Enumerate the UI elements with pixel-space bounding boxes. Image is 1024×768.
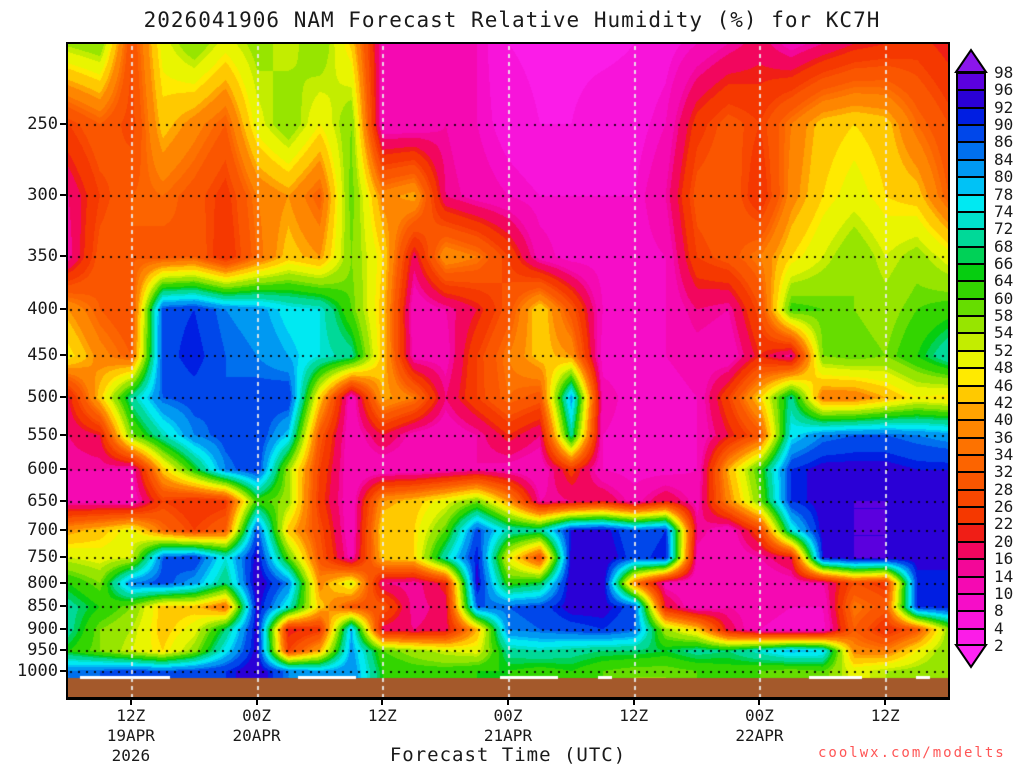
y-tick-label: 500 [27,387,58,408]
y-tick-label: 550 [27,424,58,445]
x-tick-mark [632,698,635,705]
x-tick-label: 00Z 20APR [232,706,281,745]
colorbar-label: 42 [994,392,1014,412]
colorbar-label: 4 [994,618,1004,638]
colorbar-label: 96 [994,80,1014,100]
colorbar-label: 52 [994,340,1014,360]
x-axis-title: Forecast Time (UTC) [389,744,627,766]
x-tick-label: 00Z 21APR [483,706,533,745]
y-tick-label: 1000 [17,660,58,681]
colorbar-label: 46 [994,375,1014,395]
colorbar-label: 58 [994,306,1014,326]
colorbar-label: 22 [994,514,1014,534]
colorbar-label: 64 [994,271,1014,291]
colorbar-label: 84 [994,149,1014,169]
colorbar-label: 20 [994,531,1014,551]
colorbar-label: 54 [994,323,1014,343]
colorbar-label: 2 [994,636,1004,655]
colorbar-label: 8 [994,601,1004,621]
rh-heatmap-canvas [68,44,948,697]
colorbar-label: 10 [994,583,1014,603]
colorbar-label: 14 [994,566,1014,586]
x-tick-label: 12Z 19APR 2026 [106,706,155,765]
colorbar-label: 66 [994,254,1014,273]
y-tick-label: 400 [27,299,58,319]
x-tick-label: 12Z [870,706,900,725]
colorbar-label: 28 [994,479,1014,499]
colorbar-label: 90 [994,115,1014,135]
y-tick-label: 850 [27,596,58,617]
y-tick-mark [60,255,66,258]
colorbar-label: 60 [994,288,1014,308]
y-tick-label: 900 [27,618,58,639]
y-tick-mark [60,354,66,357]
y-tick-mark [60,308,66,310]
x-tick-mark [507,698,509,705]
plot-frame [66,42,950,700]
y-tick-mark [60,194,66,197]
y-tick-label: 300 [27,185,58,206]
x-tick-mark [758,698,761,705]
y-tick-mark [60,122,66,125]
colorbar-label: 80 [994,167,1014,187]
y-tick-mark [60,396,66,399]
y-tick-label: 750 [27,547,58,568]
y-tick-mark [60,605,66,608]
y-tick-label: 450 [27,345,58,366]
watermark: coolwx.com/modelts [818,745,1006,761]
x-tick-mark [381,698,384,705]
y-tick-label: 650 [27,490,58,511]
y-tick-label: 600 [27,459,58,479]
y-tick-label: 350 [27,246,58,267]
x-tick-mark [884,698,887,705]
colorbar-arrow-up [954,48,988,73]
colorbar-label: 40 [994,410,1014,430]
colorbar-label: 32 [994,462,1014,482]
x-tick-label: 00Z 22APR [735,706,784,745]
colorbar-label: 78 [994,184,1014,204]
colorbar-label: 36 [994,427,1014,447]
colorbar-label: 26 [994,497,1014,517]
colorbar-label: 48 [994,358,1014,378]
y-tick-label: 700 [27,519,58,540]
y-tick-mark [60,627,66,630]
y-tick-mark [60,581,66,584]
y-tick-mark [60,499,66,502]
x-tick-label: 12Z [367,706,397,725]
colorbar-arrow-down [954,644,988,669]
y-tick-mark [60,556,66,559]
y-tick-label: 950 [27,640,58,661]
y-tick-label: 800 [27,572,58,593]
x-tick-mark [129,698,132,705]
colorbar-label: 34 [994,445,1014,464]
x-tick-label: 12Z [619,706,649,725]
y-tick-mark [60,649,66,652]
colorbar-label: 16 [994,549,1014,569]
colorbar-label: 98 [994,63,1014,82]
y-tick-mark [60,669,66,672]
colorbar-label: 68 [994,236,1014,256]
colorbar-label: 86 [994,132,1014,152]
colorbar-label: 92 [994,97,1014,117]
y-tick-mark [60,468,66,470]
colorbar-label: 72 [994,219,1014,239]
y-tick-mark [60,433,66,436]
x-tick-mark [255,698,258,705]
y-tick-mark [60,528,66,531]
colorbar-label: 74 [994,201,1014,221]
page-title: 2026041906 NAM Forecast Relative Humidit… [143,8,881,32]
y-tick-label: 250 [27,113,58,134]
